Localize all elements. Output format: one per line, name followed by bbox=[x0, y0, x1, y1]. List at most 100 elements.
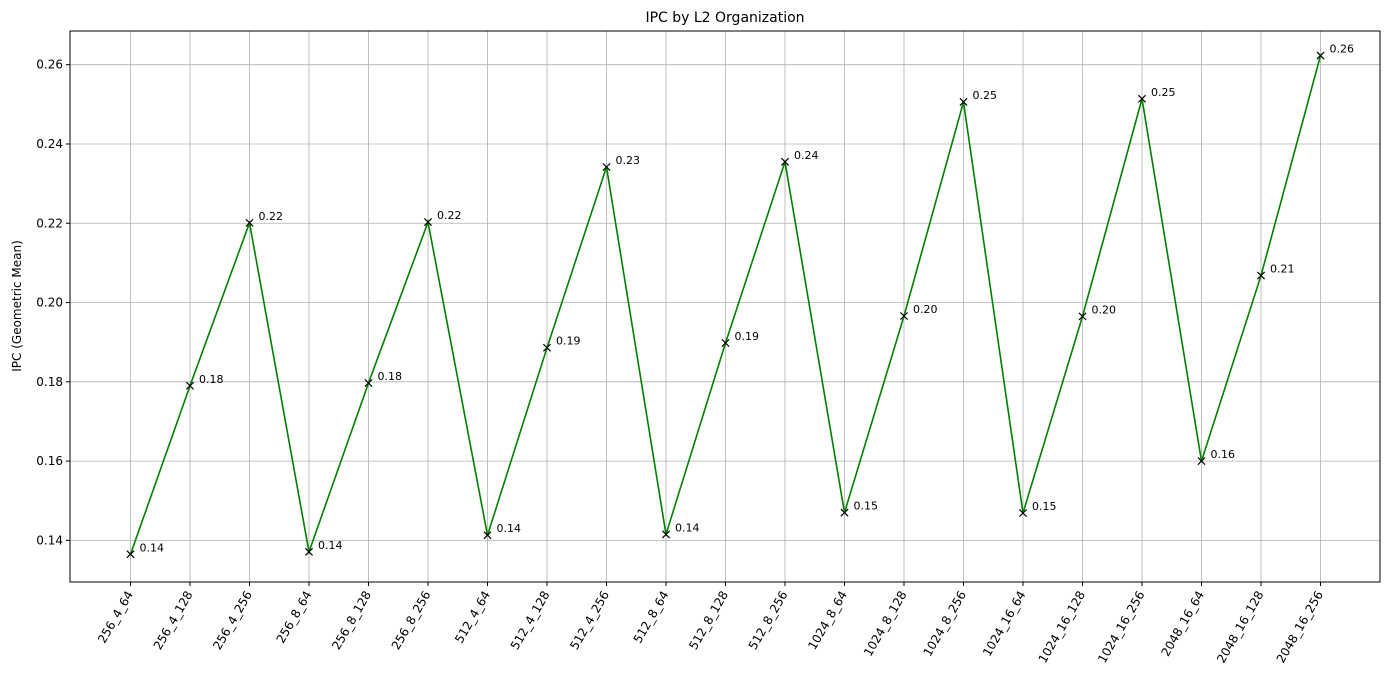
data-label: 0.23 bbox=[616, 154, 641, 167]
x-tick-label: 512_8_64 bbox=[631, 589, 672, 646]
x-tick-label: 512_4_256 bbox=[567, 589, 612, 653]
data-point-marker bbox=[1316, 51, 1325, 60]
x-tick-label: 512_4_64 bbox=[452, 589, 493, 646]
data-point-marker bbox=[126, 550, 135, 559]
data-label: 0.14 bbox=[497, 522, 522, 535]
data-label: 0.18 bbox=[378, 370, 403, 383]
data-point-marker bbox=[245, 218, 254, 227]
data-point-marker bbox=[542, 343, 552, 352]
x-tick-label: 1024_16_256 bbox=[1095, 589, 1147, 666]
marker-stroke bbox=[1078, 312, 1087, 321]
data-point-marker bbox=[483, 531, 492, 540]
y-tick-label: 0.14 bbox=[36, 533, 63, 547]
marker-stroke bbox=[185, 381, 195, 390]
data-point-marker bbox=[1137, 94, 1147, 103]
x-tick-label: 1024_8_64 bbox=[805, 589, 850, 653]
data-label: 0.20 bbox=[913, 303, 938, 316]
data-label: 0.22 bbox=[259, 210, 284, 223]
marker-stroke bbox=[959, 97, 968, 106]
x-tick-label: 512_8_256 bbox=[746, 589, 791, 653]
x-tick-label: 256_4_128 bbox=[151, 589, 196, 653]
marker-stroke bbox=[1316, 51, 1325, 60]
data-label: 0.25 bbox=[973, 89, 998, 102]
marker-stroke bbox=[423, 218, 433, 227]
data-label: 0.24 bbox=[794, 149, 819, 162]
marker-stroke bbox=[780, 157, 790, 166]
marker-stroke bbox=[721, 338, 730, 347]
data-point-marker bbox=[1197, 457, 1206, 466]
grid-layer bbox=[70, 31, 1380, 582]
data-label: 0.15 bbox=[1032, 500, 1057, 513]
data-point-marker bbox=[721, 338, 730, 347]
y-tick-label: 0.18 bbox=[36, 375, 63, 389]
data-label: 0.25 bbox=[1151, 86, 1176, 99]
axes-layer: 0.14 0.16 0.18 0.20 0.22 0.24 0.26 256_4_64 256_… bbox=[36, 30, 1381, 666]
data-point-marker bbox=[661, 530, 671, 539]
marker-stroke bbox=[364, 378, 373, 388]
data-label: 0.16 bbox=[1211, 448, 1236, 461]
data-label: 0.18 bbox=[199, 373, 224, 386]
data-point-marker bbox=[780, 157, 790, 166]
data-label: 0.14 bbox=[140, 541, 165, 554]
data-point-marker bbox=[1018, 509, 1028, 518]
x-tick-label: 256_8_128 bbox=[329, 589, 374, 653]
chart-title: IPC by L2 Organization bbox=[645, 10, 804, 26]
marker-stroke bbox=[126, 550, 135, 559]
x-tick-label: 256_8_256 bbox=[389, 589, 434, 653]
marker-stroke bbox=[602, 162, 611, 171]
marker-stroke bbox=[1018, 509, 1028, 518]
x-tick-label: 2048_16_256 bbox=[1274, 589, 1326, 666]
marker-stroke bbox=[840, 508, 849, 517]
x-tick-label: 2048_16_128 bbox=[1214, 589, 1266, 666]
marker-stroke bbox=[304, 547, 314, 556]
x-tick-label: 512_4_128 bbox=[508, 589, 553, 653]
data-label: 0.22 bbox=[437, 209, 462, 222]
marker-stroke bbox=[899, 311, 909, 321]
x-tick-label: 256_4_256 bbox=[210, 589, 255, 653]
x-tick-label: 256_4_64 bbox=[95, 589, 136, 646]
y-axis-label: IPC (Geometric Mean) bbox=[10, 240, 24, 372]
series-layer bbox=[126, 51, 1325, 559]
data-label: 0.19 bbox=[735, 330, 760, 343]
marker-stroke bbox=[483, 531, 492, 540]
data-point-marker bbox=[364, 378, 373, 388]
data-point-marker bbox=[423, 218, 433, 227]
data-label: 0.26 bbox=[1330, 43, 1355, 56]
data-label: 0.14 bbox=[675, 521, 700, 534]
y-tick-label: 0.16 bbox=[36, 454, 63, 468]
data-label: 0.21 bbox=[1270, 263, 1295, 276]
data-point-marker bbox=[840, 508, 849, 517]
x-tick-label: 1024_8_256 bbox=[920, 589, 969, 659]
x-tick-label: 1024_16_64 bbox=[980, 589, 1029, 659]
x-tick-label: 256_8_64 bbox=[274, 589, 315, 646]
x-tick-label: 2048_16_64 bbox=[1158, 589, 1207, 659]
y-tick-label: 0.26 bbox=[36, 58, 63, 72]
data-label: 0.15 bbox=[854, 500, 879, 513]
data-point-marker bbox=[602, 162, 611, 171]
marker-stroke bbox=[661, 530, 671, 539]
y-tick-label: 0.20 bbox=[36, 296, 63, 310]
data-point-marker bbox=[959, 97, 968, 106]
x-tick-label: 1024_8_128 bbox=[861, 589, 910, 659]
marker-stroke bbox=[1137, 94, 1147, 103]
data-point-marker bbox=[304, 547, 314, 556]
data-label: 0.14 bbox=[318, 539, 343, 552]
data-label: 0.19 bbox=[556, 335, 581, 348]
data-point-marker bbox=[1256, 271, 1266, 280]
data-label: 0.20 bbox=[1092, 303, 1117, 316]
x-tick-label: 1024_16_128 bbox=[1036, 589, 1088, 666]
y-tick-label: 0.22 bbox=[36, 216, 63, 230]
data-point-marker bbox=[1078, 312, 1087, 321]
y-tick-label: 0.24 bbox=[36, 137, 63, 151]
marker-stroke bbox=[1256, 271, 1266, 280]
x-tick-label: 512_8_128 bbox=[686, 589, 731, 653]
marker-stroke bbox=[245, 218, 254, 227]
plot-frame bbox=[69, 30, 1381, 583]
marker-stroke bbox=[542, 343, 552, 352]
labels-layer: 0.14 0.18 0.22 0.14 0.18 0.22 0.14 0.19 0.23 0.14… bbox=[140, 43, 1355, 555]
data-point-marker bbox=[899, 311, 909, 321]
data-point-marker bbox=[185, 381, 195, 390]
marker-stroke bbox=[1197, 457, 1206, 466]
